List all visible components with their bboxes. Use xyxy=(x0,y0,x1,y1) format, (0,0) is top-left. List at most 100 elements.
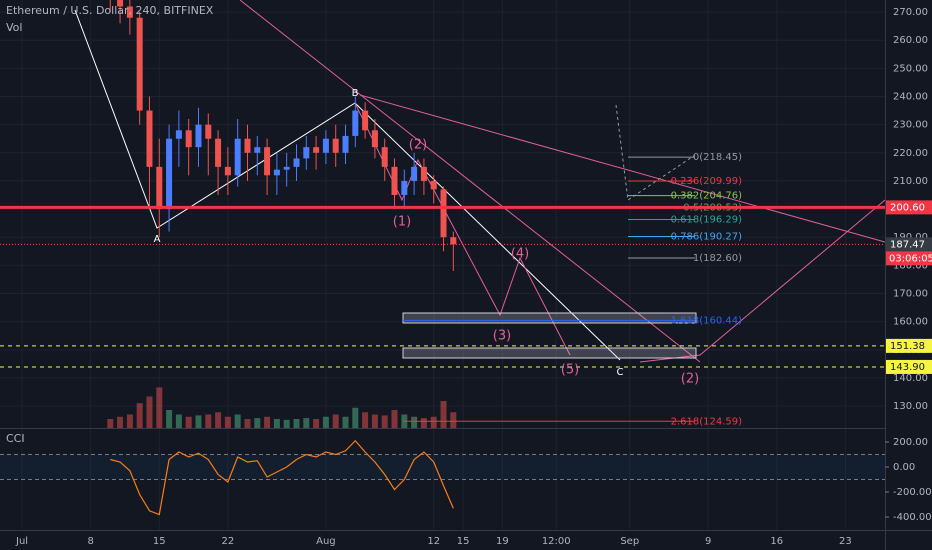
price-badge-label: 151.38 xyxy=(890,341,925,352)
candle-body xyxy=(362,110,369,131)
y-tick-label: 240.00 xyxy=(893,92,928,103)
candle-body xyxy=(195,124,202,148)
x-tick-label: 19 xyxy=(496,536,509,547)
candle-body xyxy=(332,138,339,153)
axes: 130.00 140.00 15 0.00 160.00 170.00 180.00 19 0.… xyxy=(15,7,932,547)
wave-label: B xyxy=(352,88,359,99)
x-tick-label: 9 xyxy=(705,536,711,547)
candle-body xyxy=(371,130,378,148)
candle-body xyxy=(273,169,280,176)
price-badge-label: 187.47 xyxy=(890,239,925,250)
fib-label: 0(218.45) xyxy=(693,152,742,163)
cci-tick-label: -200.00 xyxy=(893,487,932,498)
drawings xyxy=(74,0,885,363)
cci-line xyxy=(110,439,454,516)
x-tick-label: Aug xyxy=(316,536,336,547)
candle-body xyxy=(224,166,231,176)
volume-bar xyxy=(322,416,329,428)
candle-body xyxy=(146,110,153,167)
volume-bar xyxy=(146,396,153,428)
volume-bar xyxy=(313,419,320,428)
price-pane: 0(218.45)0.236(209.99)0.382(204.76)0.5(2… xyxy=(0,0,885,428)
cci-tick-label: -400.00 xyxy=(893,512,932,523)
cci-label: CCI xyxy=(6,432,25,445)
wave-label: (5) xyxy=(561,363,579,378)
x-tick-label: 12:00 xyxy=(542,536,571,547)
wave-label: (4) xyxy=(511,247,529,262)
candle-body xyxy=(342,135,349,153)
fib-label: 0.618(196.29) xyxy=(671,215,743,226)
y-tick-label: 270.00 xyxy=(893,7,928,18)
countdown-badge xyxy=(886,251,932,266)
fib-label: 0.236(209.99) xyxy=(671,176,743,187)
price-badge xyxy=(886,200,932,215)
wave-label: A xyxy=(154,234,161,245)
volume-bar xyxy=(273,419,280,428)
y-tick-label: 160.00 xyxy=(893,317,928,328)
candle-body xyxy=(244,138,251,153)
volume-bar xyxy=(117,416,124,428)
volume-bar xyxy=(107,419,114,428)
fib-label: 0.382(204.76) xyxy=(671,191,743,202)
candle-body xyxy=(440,189,447,238)
volume-bar xyxy=(381,415,388,428)
x-tick-label: Sep xyxy=(620,536,639,547)
volume-bar xyxy=(352,407,359,428)
volume-bar xyxy=(440,401,447,428)
y-tick-label: 260.00 xyxy=(893,35,928,46)
candle-body xyxy=(313,147,320,153)
candle-body xyxy=(293,158,300,167)
candle-body xyxy=(156,166,163,210)
x-tick-label: 22 xyxy=(222,536,235,547)
candle-body xyxy=(254,147,261,153)
volume-bar xyxy=(450,412,457,428)
x-tick-label: Jul xyxy=(15,536,28,547)
y-tick-label: 140.00 xyxy=(893,373,928,384)
volume-bar xyxy=(283,419,290,428)
volume-bar xyxy=(195,415,202,428)
chart-title: Ethereum / U.S. Dollar, 240, BITFINEX xyxy=(6,4,214,17)
y-tick-label: 250.00 xyxy=(893,63,928,74)
x-tick-label: 15 xyxy=(457,536,470,547)
candle-body xyxy=(185,130,192,148)
price-badge-label: 143.90 xyxy=(890,362,925,373)
volume-bar xyxy=(430,416,437,428)
volume-bar xyxy=(205,414,212,428)
price-badge xyxy=(886,359,932,374)
candle-body xyxy=(126,6,133,18)
candle-body xyxy=(175,130,182,139)
x-tick-label: 12 xyxy=(427,536,440,547)
candle-body xyxy=(234,138,241,176)
volume xyxy=(107,387,457,428)
countdown: 03:06:05 xyxy=(889,253,932,264)
y-tick-label: 220.00 xyxy=(893,148,928,159)
volume-bar xyxy=(411,416,418,428)
candle-body xyxy=(117,0,124,7)
candle-body xyxy=(352,110,359,136)
volume-bar xyxy=(185,416,192,428)
y-tick-label: 230.00 xyxy=(893,120,928,131)
y-tick-label: 210.00 xyxy=(893,176,928,187)
volume-bar xyxy=(420,418,427,428)
volume-label: Vol xyxy=(6,21,22,34)
candle-body xyxy=(283,166,290,170)
candle-body xyxy=(215,138,222,167)
volume-bar xyxy=(175,414,182,428)
volume-bar xyxy=(136,403,143,428)
candle-body xyxy=(411,166,418,181)
volume-bar xyxy=(342,416,349,428)
grid xyxy=(0,0,885,530)
candle-body xyxy=(401,180,408,196)
candle-body xyxy=(136,17,143,111)
volume-bar xyxy=(126,414,133,428)
price-badge-label: 200.60 xyxy=(890,202,925,213)
cci-band xyxy=(0,454,885,480)
volume-bar xyxy=(234,414,241,428)
y-tick-label: 180.00 xyxy=(893,260,928,271)
volume-bar xyxy=(362,412,369,428)
cci-pane xyxy=(0,439,885,516)
volume-bar xyxy=(371,414,378,428)
volume-bar xyxy=(244,419,251,428)
volume-bar xyxy=(264,416,271,428)
